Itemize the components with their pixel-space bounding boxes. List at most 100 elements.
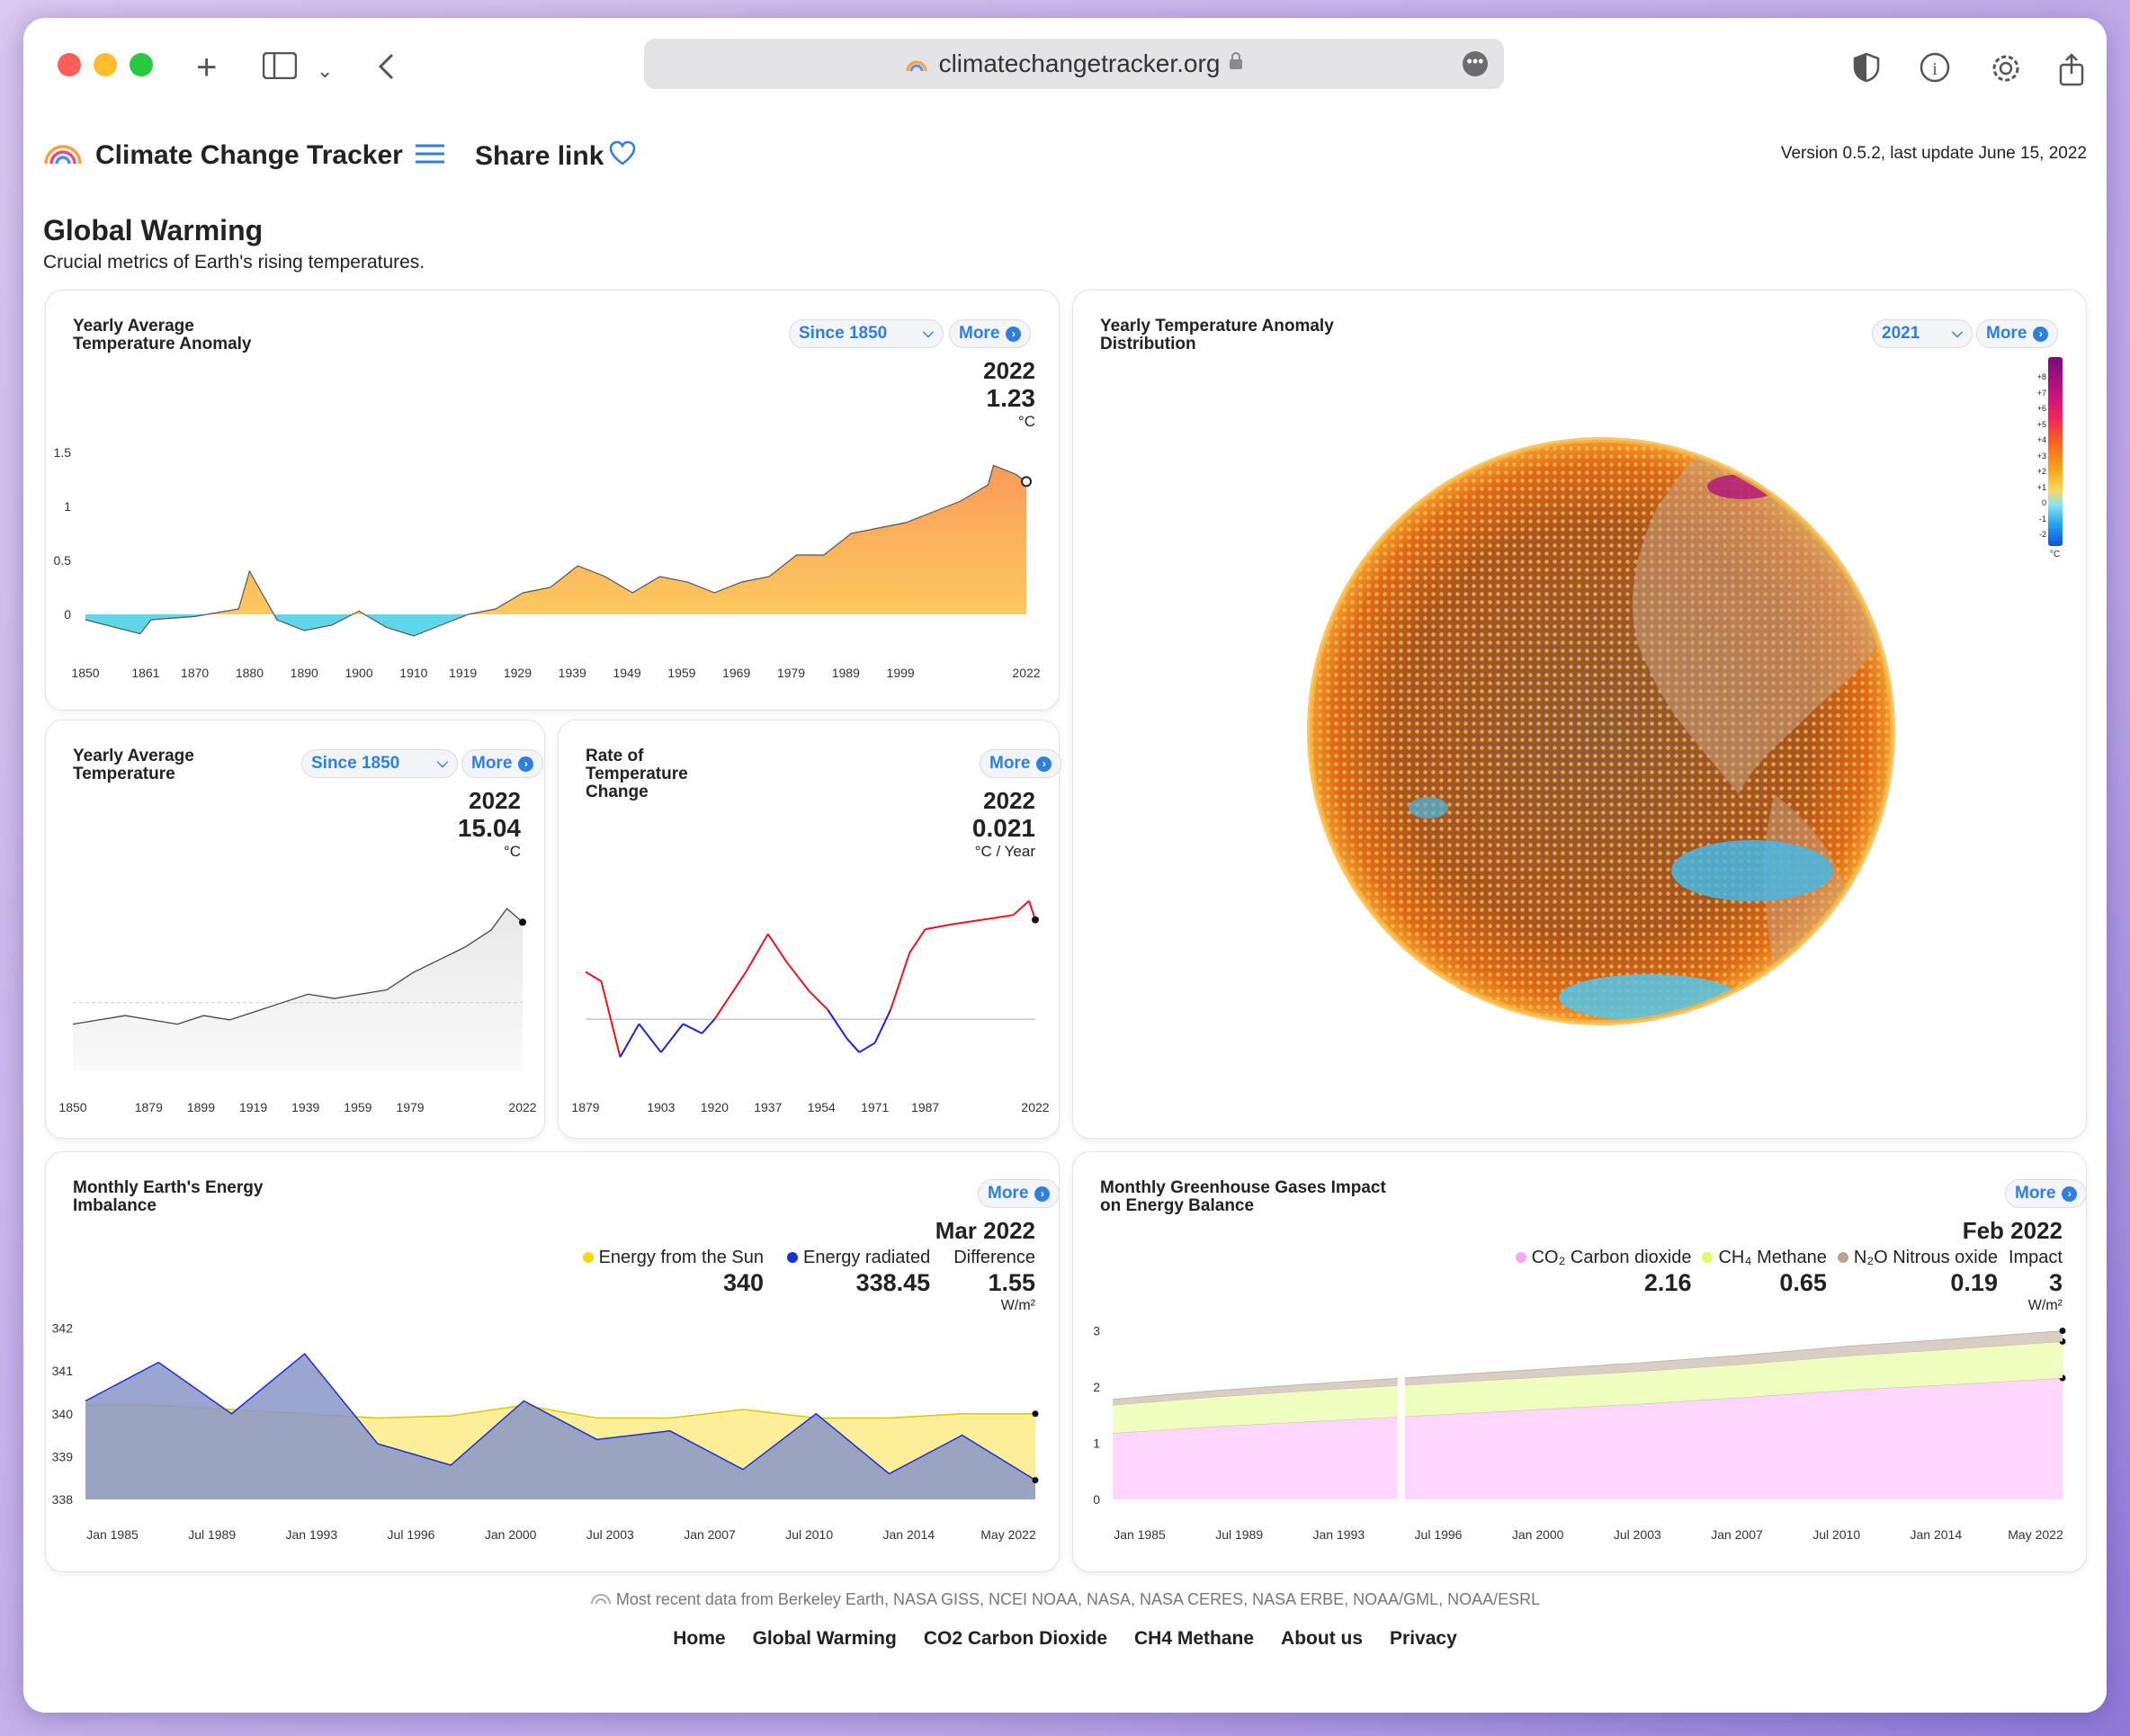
page-subtitle: Crucial metrics of Earth's rising temper… — [43, 252, 425, 273]
since-select[interactable]: Since 1850 ⌵ — [789, 319, 944, 348]
footer-link-2[interactable]: CO2 Carbon Dioxide — [923, 1628, 1108, 1649]
footer-link-1[interactable]: Global Warming — [752, 1628, 897, 1649]
more-button[interactable]: More › — [949, 319, 1032, 348]
browser-toolbar: + ⌄ climatechangetracker.org ••• i — [23, 18, 2107, 115]
legend-radiated-value: 338.45 — [855, 1269, 931, 1296]
more-button[interactable]: More › — [2005, 1179, 2088, 1208]
arrow-right-icon: › — [518, 756, 534, 772]
x-tick-label: Jul 1996 — [388, 1527, 435, 1542]
x-tick-label: 1937 — [754, 1100, 782, 1114]
lock-icon — [1229, 52, 1243, 76]
scale-label: +5 — [2036, 419, 2046, 429]
card-average-temperature: Yearly Average Temperature Since 1850 ⌵ … — [45, 720, 545, 1139]
avg-temp-area — [73, 908, 523, 1071]
more-button[interactable]: More › — [461, 749, 544, 778]
rate-segment — [713, 995, 731, 1020]
shield-icon[interactable] — [1853, 52, 1880, 88]
chevron-down-icon[interactable]: ⌄ — [317, 59, 334, 82]
y-tick-label: 1 — [1093, 1436, 1100, 1451]
share-icon[interactable] — [2058, 52, 2085, 92]
x-tick-label: Jul 2003 — [1614, 1527, 1661, 1542]
rate-chart: 1879 1903 1920 1937 1954 1971 1987 2022 — [571, 899, 1050, 1114]
x-tick-label: 1879 — [135, 1100, 163, 1114]
footer-nav: Home Global Warming CO2 Carbon Dioxide CH4 … — [23, 1628, 2107, 1650]
x-tick-label: 1959 — [667, 666, 695, 680]
rate-segment — [619, 1023, 640, 1058]
x-tick-label: 1999 — [887, 666, 915, 680]
since-select[interactable]: Since 1850 ⌵ — [301, 749, 458, 778]
more-button[interactable]: More › — [980, 749, 1062, 778]
y-tick-label: 340 — [52, 1407, 74, 1421]
card-title: Rate of Temperature Change — [586, 747, 688, 801]
legend-sun-value: 340 — [722, 1269, 764, 1296]
current-date: Feb 2022 — [1962, 1217, 2063, 1244]
y-tick-label: 338 — [52, 1492, 74, 1507]
current-value: 2022 0.021 °C / Year — [972, 787, 1035, 861]
x-tick-label: May 2022 — [980, 1527, 1036, 1542]
avg-temp-line — [72, 908, 524, 1025]
value: 15.04 — [457, 814, 521, 842]
brand[interactable]: Climate Change Tracker — [43, 140, 444, 171]
sidebar-icon[interactable] — [262, 51, 298, 85]
scale-label: -2 — [2038, 530, 2046, 539]
cool-anomaly-pacific — [1671, 840, 1833, 901]
x-tick-label: Jan 2014 — [1911, 1527, 1963, 1542]
site-title: Climate Change Tracker — [95, 140, 403, 170]
current-year: 2022 — [983, 357, 1035, 384]
more-button[interactable]: More › — [1976, 319, 2059, 348]
footer-link-5[interactable]: Privacy — [1390, 1628, 1457, 1649]
footer-link-4[interactable]: About us — [1281, 1628, 1364, 1649]
menu-icon[interactable] — [415, 143, 444, 169]
x-tick-label: Jul 2010 — [785, 1527, 833, 1542]
scale-unit: °C — [2050, 550, 2061, 559]
chevron-down-icon: ⌵ — [922, 326, 934, 341]
rate-segment — [682, 1023, 703, 1034]
minimize-window-button[interactable] — [94, 53, 117, 76]
more-button[interactable]: More › — [978, 1179, 1061, 1208]
x-tick-label: 1910 — [399, 666, 427, 680]
footer-link-0[interactable]: Home — [673, 1628, 726, 1649]
new-tab-icon[interactable]: + — [196, 48, 218, 87]
info-icon[interactable]: i — [1920, 52, 1950, 88]
scale-label: +4 — [2036, 435, 2046, 444]
y-tick-label: 2 — [1093, 1380, 1100, 1394]
x-tick-label: May 2022 — [2008, 1527, 2063, 1542]
unit: °C — [503, 843, 521, 860]
scale-label: +2 — [2036, 467, 2046, 476]
x-tick-label: 1971 — [861, 1100, 889, 1114]
value: 0.021 — [971, 814, 1035, 842]
last-point-marker — [1021, 476, 1032, 488]
x-tick-label: 1850 — [58, 1100, 86, 1114]
legend-impact-value: 3 — [2048, 1269, 2063, 1296]
data-sources: Most recent data from Berkeley Earth, NA… — [23, 1590, 2107, 1609]
scale-label: -1 — [2038, 514, 2046, 523]
legend-co2: CO₂ Carbon dioxide 2.16 — [1515, 1248, 1691, 1315]
rate-segment — [925, 923, 951, 931]
pink-dot-icon — [1515, 1252, 1526, 1263]
x-tick-label: 1929 — [504, 666, 532, 680]
x-tick-label: Jul 2010 — [1812, 1527, 1860, 1542]
settings-gear-icon[interactable] — [1990, 52, 2022, 90]
more-options-icon[interactable]: ••• — [1463, 51, 1488, 76]
back-icon[interactable] — [376, 52, 396, 86]
legend-n2o: N₂O Nitrous oxide 0.19 — [1837, 1248, 1998, 1315]
more-label: More — [989, 754, 1031, 773]
card-temperature-anomaly: Yearly Average Temperature Anomaly Since… — [45, 290, 1060, 711]
card-anomaly-distribution: Yearly Temperature Anomaly Distribution … — [1072, 290, 2087, 1139]
x-tick-label: Jan 1985 — [1114, 1527, 1166, 1542]
x-tick-label: Jul 1996 — [1415, 1527, 1463, 1542]
address-bar[interactable]: climatechangetracker.org ••• — [644, 39, 1504, 89]
rate-segment — [950, 918, 982, 926]
x-tick-label: Jan 2000 — [485, 1527, 537, 1542]
footer-link-3[interactable]: CH4 Methane — [1134, 1628, 1255, 1649]
close-window-button[interactable] — [58, 53, 81, 76]
legend-difference: Difference 1.55 W/m² — [953, 1248, 1035, 1315]
year-select[interactable]: 2021 ⌵ — [1872, 319, 1973, 348]
zoom-window-button[interactable] — [130, 53, 153, 76]
scale-label: 0 — [2041, 498, 2046, 507]
globe-map — [1307, 437, 1895, 1025]
x-tick-label: Jan 2014 — [883, 1527, 935, 1542]
rate-segment — [785, 962, 810, 992]
legend-ch4: CH₄ Methane 0.65 — [1702, 1248, 1827, 1315]
share-link-button[interactable]: Share link — [475, 140, 636, 173]
